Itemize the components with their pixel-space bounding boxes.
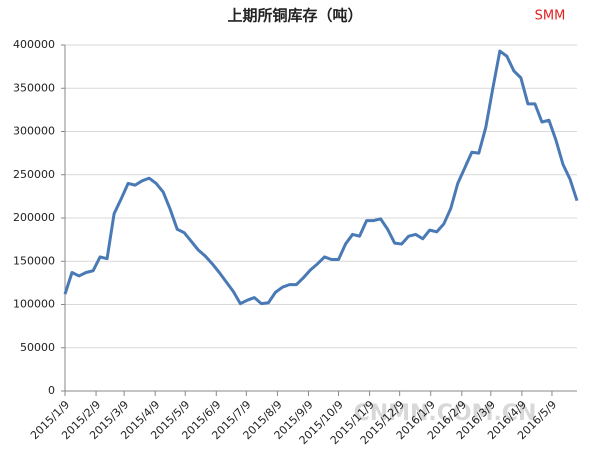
y-tick-label: 400000 [13,38,55,51]
chart-title: 上期所铜库存（吨） [227,7,362,25]
y-tick-label: 0 [48,384,55,397]
y-tick-label: 100000 [13,298,55,311]
y-tick-label: 150000 [13,254,55,267]
watermark: CNMN.COM.CN [354,401,537,426]
y-tick-label: 250000 [13,168,55,181]
y-tick-label: 50000 [20,341,55,354]
brand: SMM [535,9,566,24]
y-tick-label: 300000 [13,125,55,138]
y-tick-label: 200000 [13,211,55,224]
line [63,49,579,306]
y-tick-label: 350000 [13,81,55,94]
